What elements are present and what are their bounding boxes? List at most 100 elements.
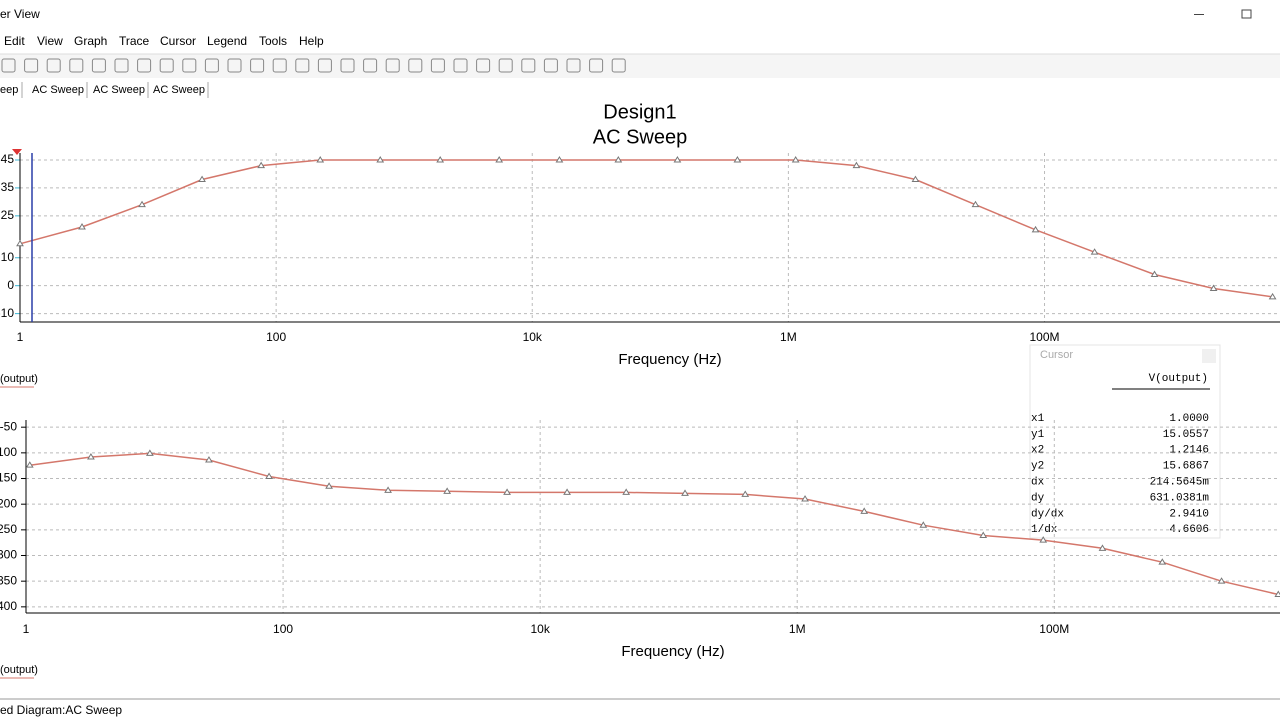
trace-marker	[25, 461, 34, 468]
toolbar-button[interactable]	[611, 58, 626, 73]
trace-marker	[87, 452, 95, 460]
trace-marker	[1031, 225, 1040, 233]
cursor-label: x1	[1031, 413, 1045, 425]
toolbar-button[interactable]	[363, 58, 378, 73]
x-tick-label: 10k	[523, 330, 543, 344]
toolbar-button[interactable]	[295, 58, 310, 73]
x-tick-label: 1	[17, 330, 24, 344]
trace-marker	[563, 488, 571, 495]
menu-item[interactable]: Help	[299, 34, 324, 48]
y-tick-label: 35	[1, 180, 15, 194]
trace-marker	[138, 200, 146, 208]
trace-marker	[860, 507, 869, 514]
toolbar-button[interactable]	[430, 58, 445, 73]
x-tick-label: 100	[273, 622, 293, 636]
menu-item[interactable]: Graph	[74, 34, 107, 48]
menu-item[interactable]: Cursor	[160, 34, 196, 48]
trace-marker	[733, 156, 742, 163]
tab[interactable]: eep	[0, 84, 18, 96]
x-axis-label: Frequency (Hz)	[618, 351, 721, 368]
cursor-panel-close[interactable]	[1202, 349, 1216, 363]
trace-label[interactable]: (output)	[0, 664, 38, 676]
toolbar-button[interactable]	[182, 58, 197, 73]
cursor-panel-title: Cursor	[1040, 349, 1073, 361]
x-tick-label: 100M	[1029, 330, 1059, 344]
cursor-label: x2	[1031, 445, 1044, 457]
toolbar-button[interactable]	[543, 58, 558, 73]
trace-marker	[78, 223, 86, 230]
trace-marker	[791, 156, 800, 163]
trace-line	[19, 159, 1273, 298]
trace-marker	[1039, 536, 1048, 543]
y-tick-label: 25	[1, 208, 15, 222]
x-axis-label: Frequency (Hz)	[621, 643, 724, 660]
trace-marker	[1150, 270, 1159, 278]
cursor-value: 631.0381m	[1150, 492, 1210, 504]
toolbar-button[interactable]	[250, 58, 265, 73]
x-tick-label: 1M	[780, 330, 797, 344]
trace-marker	[325, 482, 333, 489]
cursor-value: 1.0000	[1169, 413, 1209, 425]
toolbar-button[interactable]	[589, 58, 604, 73]
toolbar-button[interactable]	[114, 58, 129, 73]
toolbar-button[interactable]	[227, 58, 242, 73]
y-tick-label: -10	[0, 306, 14, 320]
trace-marker	[503, 488, 511, 495]
trace-marker	[265, 472, 273, 479]
toolbar-button[interactable]	[24, 58, 39, 73]
trace-marker	[622, 488, 631, 495]
menu-item[interactable]: Edit	[4, 34, 25, 48]
menu-item[interactable]: Legend	[207, 34, 247, 48]
tab[interactable]: AC Sweep	[32, 84, 84, 96]
restore-button[interactable]	[1241, 9, 1252, 19]
trace-marker	[376, 156, 385, 163]
menu-item[interactable]: Tools	[259, 34, 287, 48]
trace-marker	[555, 156, 564, 163]
toolbar-button[interactable]	[521, 58, 536, 73]
trace-marker	[919, 521, 928, 528]
toolbar-button[interactable]	[204, 58, 219, 73]
toolbar-button[interactable]	[385, 58, 400, 73]
menu-item[interactable]: Trace	[119, 34, 150, 48]
cursor-value: 4.6606	[1169, 524, 1209, 536]
trace-marker	[1217, 577, 1226, 584]
trace-marker	[741, 490, 750, 497]
tab[interactable]: AC Sweep	[153, 84, 205, 96]
toolbar-button[interactable]	[566, 58, 581, 73]
trace-marker	[971, 200, 980, 208]
trace-marker	[16, 239, 24, 247]
toolbar-button[interactable]	[69, 58, 84, 73]
y-tick-label: -200	[0, 496, 17, 510]
toolbar-button[interactable]	[453, 58, 468, 73]
toolbar-button[interactable]	[1, 58, 16, 73]
minimize-button[interactable]	[1194, 14, 1204, 15]
toolbar	[0, 54, 1280, 78]
cursor-value: 1.2146	[1169, 445, 1209, 457]
cursor-column-header: V(output)	[1149, 373, 1208, 385]
menu-item[interactable]: View	[37, 34, 63, 48]
toolbar-button[interactable]	[317, 58, 332, 73]
toolbar-button[interactable]	[91, 58, 106, 73]
x-tick-label: 1	[23, 622, 30, 636]
toolbar-button[interactable]	[159, 58, 174, 73]
window-title: er View	[0, 7, 40, 21]
cursor-handle[interactable]	[12, 149, 22, 155]
trace-marker	[681, 489, 689, 496]
trace-label[interactable]: (output)	[0, 373, 38, 385]
cursor-label: y1	[1031, 429, 1045, 441]
toolbar-button[interactable]	[408, 58, 423, 73]
trace-marker	[384, 486, 392, 493]
toolbar-button[interactable]	[476, 58, 491, 73]
y-tick-label: -150	[0, 471, 17, 485]
toolbar-button[interactable]	[46, 58, 61, 73]
toolbar-button[interactable]	[498, 58, 513, 73]
tab[interactable]: AC Sweep	[93, 84, 145, 96]
toolbar-button[interactable]	[137, 58, 152, 73]
trace-marker	[1209, 284, 1218, 291]
trace-marker	[979, 531, 988, 538]
trace-marker	[911, 175, 920, 183]
toolbar-button[interactable]	[272, 58, 287, 73]
y-tick-label: -300	[0, 548, 17, 562]
toolbar-button[interactable]	[340, 58, 355, 73]
